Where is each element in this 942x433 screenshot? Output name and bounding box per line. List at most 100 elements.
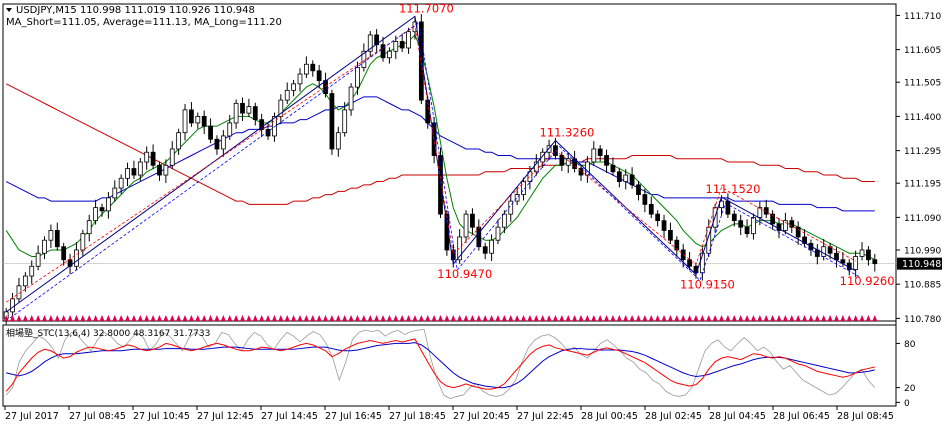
signal-marker [399,315,405,321]
bull-candle [246,106,252,114]
signal-marker [469,315,475,321]
bear-candle [610,164,616,173]
bull-candle [112,187,118,199]
signal-marker [846,315,852,321]
bull-candle [361,50,367,68]
signal-marker [310,315,316,321]
price-tick-label: 111.505 [904,79,941,89]
time-tick-label: 27 Jul 12:45 [197,411,254,422]
bear-candle [252,106,258,121]
ma-average-line [5,96,875,212]
bull-candle [489,239,494,254]
time-tick-label: 27 Jul 18:45 [389,411,446,422]
signal-marker [316,315,322,321]
time-tick-label: 28 Jul 04:45 [709,411,766,422]
bull-candle [48,230,54,241]
bull-candle [182,109,188,134]
stc-lines [5,328,876,400]
signal-marker [93,315,99,321]
bull-candle [10,298,15,313]
signal-marker [501,315,507,321]
bull-candle [144,151,150,163]
signal-marker [610,315,616,321]
signal-marker [616,315,622,321]
bear-candle [450,249,456,261]
signal-marker [86,315,92,321]
signal-marker [323,315,329,321]
bear-candle [438,155,443,215]
signal-marker [150,315,156,321]
bear-candle [476,226,482,248]
bear-candle [380,44,386,59]
bear-candle [559,155,565,166]
signal-marker [808,315,814,321]
signal-marker [380,315,386,321]
signal-marker [386,315,392,321]
zigzag [5,15,860,319]
zigzag-dashed-blue [9,21,860,319]
current-price-label: 110.948 [902,259,941,270]
bull-candle [585,161,590,176]
bear-candle [770,213,775,225]
bull-candle [355,67,360,88]
time-tick-label: 27 Jul 2017 [5,411,59,422]
time-tick-label: 27 Jul 20:45 [453,411,510,422]
bear-candle [201,115,207,127]
signal-marker [112,315,118,321]
signal-marker [42,315,48,321]
bull-candle [291,83,296,91]
signal-marker [853,315,859,321]
bear-candle [648,203,654,215]
signal-marker [642,315,648,321]
ma-info: MA_Short=111.05, Average=111.13, MA_Long… [6,17,282,28]
bear-candle [827,246,833,254]
signal-marker [214,315,220,321]
signal-marker [731,315,737,321]
bear-candle [131,168,137,176]
bull-candle [853,256,859,270]
signal-marker [265,315,271,321]
bull-candle [118,177,124,189]
bear-candle [789,220,795,228]
bear-candle [189,109,194,124]
bull-candle [169,148,175,166]
signal-marker [604,315,610,321]
time-tick-label: 28 Jul 00:45 [581,411,638,422]
signal-marker [552,315,558,321]
bull-candle [74,249,79,267]
signal-marker [35,315,41,321]
bear-candle [329,93,335,150]
bear-candle [668,230,673,241]
bull-candle [821,246,827,257]
bear-candle [636,184,641,195]
signal-marker [54,315,60,321]
signal-marker [482,315,488,321]
bear-candle [157,164,162,176]
bear-candle [661,220,667,231]
bull-candle [29,265,35,277]
signal-marker [169,315,175,321]
stc-axis: 80 20 0 [896,340,916,409]
price-tick-label: 111.295 [904,147,941,157]
signal-marker [699,315,705,321]
zigzag-price-label: 111.7070 [399,1,454,15]
bull-candle [495,226,501,241]
signal-marker [137,315,143,321]
signal-marker [546,315,552,321]
signal-marker [3,315,9,321]
bear-candle [240,102,245,114]
bear-candle [744,226,750,235]
bull-candle [783,220,788,231]
bull-candle [367,34,373,52]
signal-marker [572,315,578,321]
dropdown-triangle-icon[interactable] [6,8,12,12]
signal-marker [412,315,418,321]
bear-candle [642,194,648,205]
bull-candle [137,161,143,176]
signal-marker [795,315,801,321]
signal-marker [131,315,137,321]
signal-marker [425,315,431,321]
bull-candle [125,168,130,179]
price-tick-label: 111.605 [904,46,941,56]
